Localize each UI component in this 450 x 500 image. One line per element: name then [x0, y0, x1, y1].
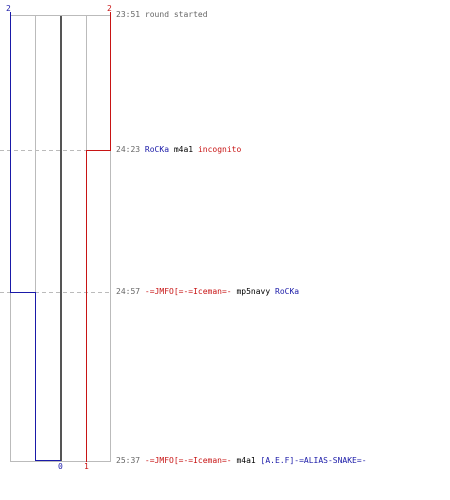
round-timeline: 2 2 0 1: [0, 4, 112, 470]
weapon-name: m4a1: [173, 145, 194, 154]
event-message: round started: [144, 10, 208, 19]
blue-start-count: 2: [6, 4, 11, 13]
victim-name: incognito: [197, 145, 242, 154]
killer-name: -=JMFO[=-=Iceman=-: [144, 287, 232, 296]
red-start-count: 2: [107, 4, 112, 13]
event-time: 25:37: [116, 456, 141, 465]
event-round-start: 23:51 round started: [116, 10, 208, 20]
victim-name: RoCKa: [275, 287, 300, 296]
blue-team-line: [10, 12, 61, 461]
event-kill: 25:37 -=JMFO[=-=Iceman=- m4a1 [A.E.F]-=A…: [116, 456, 367, 466]
victim-name: [A.E.F]-=ALIAS-SNAKE=-: [260, 456, 367, 465]
red-team-line: [86, 12, 111, 462]
killer-name: RoCKa: [144, 145, 170, 154]
weapon-name: mp5navy: [236, 287, 271, 296]
event-time: 24:57: [116, 287, 141, 296]
event-kill: 24:57 -=JMFO[=-=Iceman=- mp5navy RoCKa: [116, 287, 299, 297]
weapon-name: m4a1: [236, 456, 256, 465]
event-time: 24:23: [116, 145, 141, 154]
red-end-count: 1: [84, 462, 89, 470]
event-kill: 24:23 RoCKa m4a1 incognito: [116, 145, 241, 155]
event-time: 23:51: [116, 10, 141, 19]
killer-name: -=JMFO[=-=Iceman=-: [144, 456, 232, 465]
blue-end-count: 0: [58, 462, 63, 470]
